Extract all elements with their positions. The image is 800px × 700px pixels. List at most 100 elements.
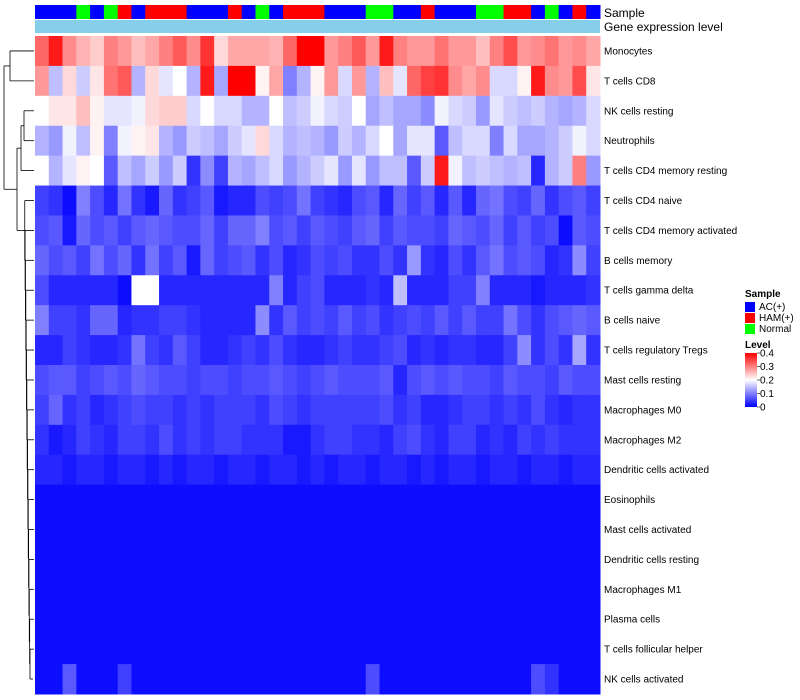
heatmap-cell — [103, 664, 119, 695]
sample-annotation-cell — [420, 5, 436, 19]
heatmap-cell — [324, 65, 339, 97]
heatmap-cell — [351, 305, 367, 336]
heatmap-cell — [310, 604, 325, 635]
heatmap-cell — [200, 514, 215, 545]
heatmap-cell — [131, 664, 146, 695]
heatmap-cell — [117, 454, 132, 486]
heatmap-cell — [117, 215, 132, 246]
heatmap-cell — [351, 514, 367, 545]
heatmap-cell — [283, 36, 298, 67]
heatmap-cell — [393, 394, 408, 426]
sample-annotation-bar — [35, 5, 601, 20]
heatmap-cell — [159, 574, 174, 605]
heatmap-cell — [241, 125, 256, 157]
sample-annotation-cell — [572, 5, 587, 19]
sample-annotation-cell — [283, 5, 298, 19]
heatmap-cell — [531, 365, 546, 396]
heatmap-cell — [145, 424, 160, 456]
row-label: B cells memory — [604, 256, 672, 267]
heatmap-cell — [393, 95, 408, 127]
heatmap-cell — [172, 245, 188, 276]
heatmap-cell — [117, 514, 132, 545]
heatmap-cell — [48, 36, 64, 67]
heatmap-cell — [227, 424, 243, 456]
heatmap-cell — [255, 454, 270, 486]
heatmap-cell — [35, 275, 50, 306]
heatmap-cell — [572, 604, 587, 635]
heatmap-cell — [586, 484, 601, 516]
heatmap-cell — [172, 664, 188, 695]
heatmap-cell — [420, 454, 436, 486]
heatmap-cell — [310, 36, 325, 67]
heatmap-cell — [62, 365, 77, 396]
heatmap-cell — [172, 544, 188, 575]
heatmap-cell — [172, 604, 188, 635]
heatmap-cell — [338, 155, 353, 187]
heatmap-cell — [227, 365, 243, 396]
heatmap-cell — [48, 454, 64, 486]
heatmap-cell — [269, 185, 284, 216]
heatmap-cell — [434, 125, 449, 157]
heatmap-cell — [310, 305, 325, 336]
heatmap-cell — [186, 275, 201, 306]
heatmap-cell — [35, 155, 50, 187]
heatmap-cell — [448, 215, 463, 246]
heatmap-cell — [351, 185, 367, 216]
heatmap-cell — [76, 634, 91, 665]
heatmap-cell — [572, 634, 587, 665]
heatmap-cell — [517, 125, 532, 157]
heatmap-cell — [90, 544, 105, 575]
heatmap-cell — [544, 484, 560, 516]
sample-annotation-cell — [531, 5, 546, 19]
heatmap-cell — [103, 155, 119, 187]
heatmap-cell — [462, 424, 477, 456]
heatmap-cell — [145, 604, 160, 635]
heatmap-cell — [365, 125, 381, 157]
heatmap-cell — [338, 544, 353, 575]
heatmap-cell — [117, 185, 132, 216]
heatmap-cell — [503, 65, 518, 97]
legend-entry-label: HAM(+) — [759, 313, 794, 324]
heatmap-cell — [503, 215, 518, 246]
heatmap-cell — [558, 215, 573, 246]
heatmap-cell — [558, 484, 573, 516]
heatmap-cell — [586, 125, 601, 157]
heatmap-cell — [241, 36, 256, 67]
legend-level-title: Level — [745, 340, 771, 351]
heatmap-cell — [269, 365, 284, 396]
heatmap-cell — [338, 65, 353, 97]
heatmap-cell — [62, 65, 77, 97]
heatmap-cell — [420, 365, 436, 396]
heatmap-cell — [283, 454, 298, 486]
heatmap-cell — [62, 36, 77, 67]
heatmap-cell — [365, 365, 381, 396]
heatmap-cell — [365, 305, 381, 336]
heatmap-cell — [200, 215, 215, 246]
heatmap-cell — [48, 604, 64, 635]
heatmap-cell — [48, 245, 64, 276]
heatmap-cell — [145, 245, 160, 276]
heatmap-cell — [338, 454, 353, 486]
heatmap-cell — [35, 664, 50, 695]
heatmap-cell — [62, 394, 77, 426]
heatmap-cell — [558, 514, 573, 545]
heatmap-cell — [296, 36, 312, 67]
heatmap-cell — [186, 155, 201, 187]
heatmap-cell — [379, 484, 394, 516]
heatmap-cell — [186, 664, 201, 695]
heatmap-cell — [283, 365, 298, 396]
heatmap-cell — [241, 155, 256, 187]
heatmap-cell — [531, 664, 546, 695]
heatmap-cell — [407, 394, 422, 426]
heatmap-cell — [544, 305, 560, 336]
heatmap-cell — [103, 245, 119, 276]
heatmap-cell — [35, 394, 50, 426]
heatmap-cell — [296, 424, 312, 456]
heatmap-cell — [186, 514, 201, 545]
heatmap-cell — [214, 95, 229, 127]
heatmap-cell — [338, 215, 353, 246]
heatmap-cell — [255, 305, 270, 336]
heatmap-cell — [159, 185, 174, 216]
heatmap-cell — [379, 604, 394, 635]
heatmap-cell — [76, 574, 91, 605]
